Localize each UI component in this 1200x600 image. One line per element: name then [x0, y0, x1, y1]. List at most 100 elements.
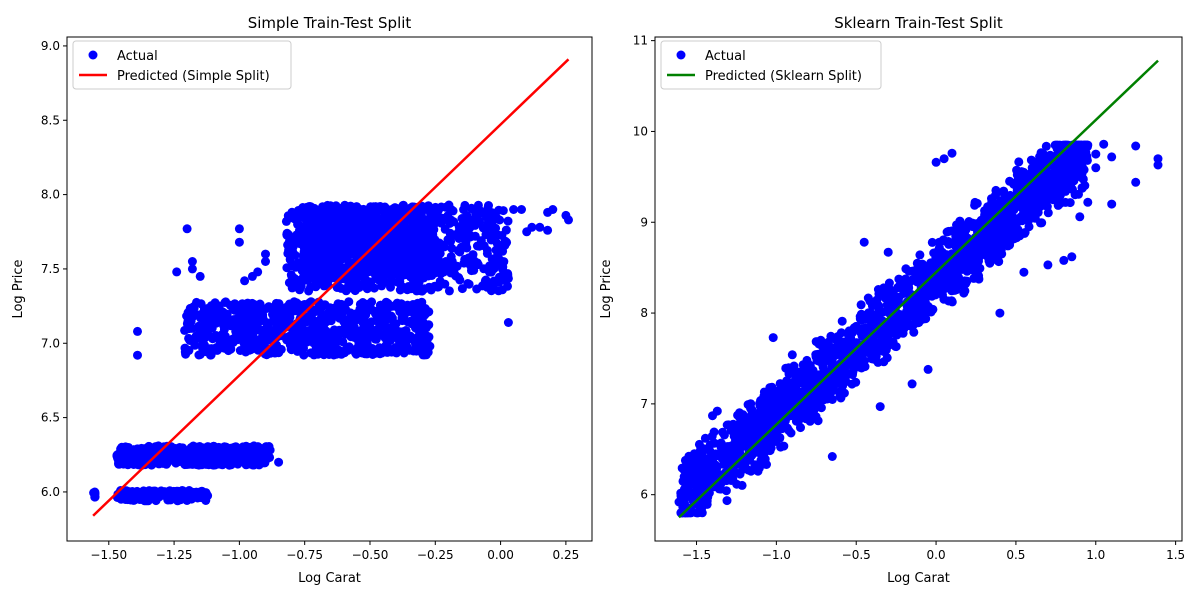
data-point — [253, 267, 263, 277]
data-point — [1153, 160, 1163, 170]
data-point — [991, 242, 1001, 252]
data-point — [184, 492, 194, 502]
data-point — [276, 308, 286, 318]
data-point — [920, 296, 930, 306]
legend-label: Predicted (Sklearn Split) — [705, 69, 862, 84]
data-point — [344, 297, 354, 307]
data-point — [457, 284, 467, 294]
data-point — [173, 495, 183, 504]
data-point — [287, 283, 297, 293]
legend-box — [660, 40, 882, 90]
data-point — [893, 297, 902, 307]
y-tick-label: 7.0 — [41, 336, 60, 350]
y-tick-label: 8.5 — [41, 113, 60, 127]
data-point — [1041, 141, 1051, 151]
data-point — [947, 148, 957, 158]
data-point — [422, 248, 431, 258]
data-point — [1048, 184, 1058, 194]
data-point — [503, 281, 512, 291]
data-point — [284, 230, 294, 240]
data-point — [696, 465, 705, 475]
data-point — [234, 237, 244, 247]
data-point — [806, 377, 816, 387]
data-point — [1078, 174, 1088, 184]
data-point — [1107, 199, 1117, 209]
data-point — [995, 308, 1005, 318]
data-point — [755, 401, 765, 411]
y-tick-label: 11 — [633, 34, 648, 48]
data-point — [444, 286, 454, 296]
data-point — [891, 342, 901, 352]
data-point — [827, 354, 837, 364]
data-point — [501, 225, 511, 235]
data-point — [379, 269, 389, 279]
data-point — [297, 324, 307, 334]
data-point — [389, 320, 399, 330]
data-point — [232, 457, 242, 467]
data-point — [737, 430, 747, 440]
data-point — [133, 460, 143, 470]
data-point — [223, 346, 233, 356]
data-point — [254, 455, 264, 465]
data-point — [951, 232, 961, 242]
data-point — [873, 357, 883, 367]
legend-label: Actual — [705, 49, 746, 64]
data-point — [494, 245, 504, 255]
data-point — [733, 446, 743, 456]
data-point — [468, 250, 478, 260]
data-point — [243, 459, 252, 469]
data-point — [316, 309, 326, 319]
data-point — [674, 497, 684, 507]
data-point — [859, 237, 869, 247]
data-point — [300, 213, 310, 223]
data-point — [486, 217, 495, 227]
data-point — [872, 338, 881, 348]
data-point — [482, 282, 492, 292]
data-point — [997, 235, 1007, 245]
data-point — [237, 304, 247, 314]
data-point — [1067, 252, 1077, 262]
data-point — [339, 317, 349, 327]
data-point — [407, 270, 417, 279]
data-point — [214, 301, 224, 311]
data-point — [1080, 181, 1090, 191]
data-point — [244, 311, 254, 321]
data-point — [503, 318, 513, 327]
data-point — [390, 247, 400, 257]
data-point — [798, 387, 807, 397]
data-point — [503, 216, 513, 226]
data-point — [310, 271, 320, 281]
data-point — [269, 310, 279, 320]
data-point — [365, 302, 375, 311]
data-point — [418, 350, 428, 360]
data-point — [1009, 179, 1019, 189]
data-point — [292, 298, 301, 308]
data-point — [700, 433, 710, 443]
data-point — [878, 307, 888, 317]
data-point — [902, 306, 912, 316]
data-point — [875, 402, 885, 412]
data-point — [355, 347, 365, 357]
data-point — [769, 409, 779, 419]
data-point — [255, 299, 265, 309]
data-point — [258, 330, 268, 340]
data-point — [1036, 148, 1046, 158]
data-point — [220, 454, 230, 464]
y-tick-label: 9 — [640, 215, 648, 229]
data-point — [324, 270, 334, 280]
data-point — [1041, 192, 1050, 202]
data-point — [338, 337, 348, 347]
data-point — [676, 488, 686, 498]
data-point — [404, 246, 414, 256]
data-point — [290, 325, 300, 335]
data-point — [306, 236, 316, 246]
data-point — [827, 394, 837, 404]
data-point — [906, 276, 916, 286]
data-point — [1037, 218, 1047, 228]
data-point — [199, 313, 209, 323]
data-point — [351, 271, 361, 281]
y-tick-label: 7.5 — [41, 262, 60, 276]
data-point — [796, 423, 805, 433]
legend: Actual Predicted (Sklearn Split) — [660, 40, 882, 90]
data-point — [336, 283, 346, 293]
